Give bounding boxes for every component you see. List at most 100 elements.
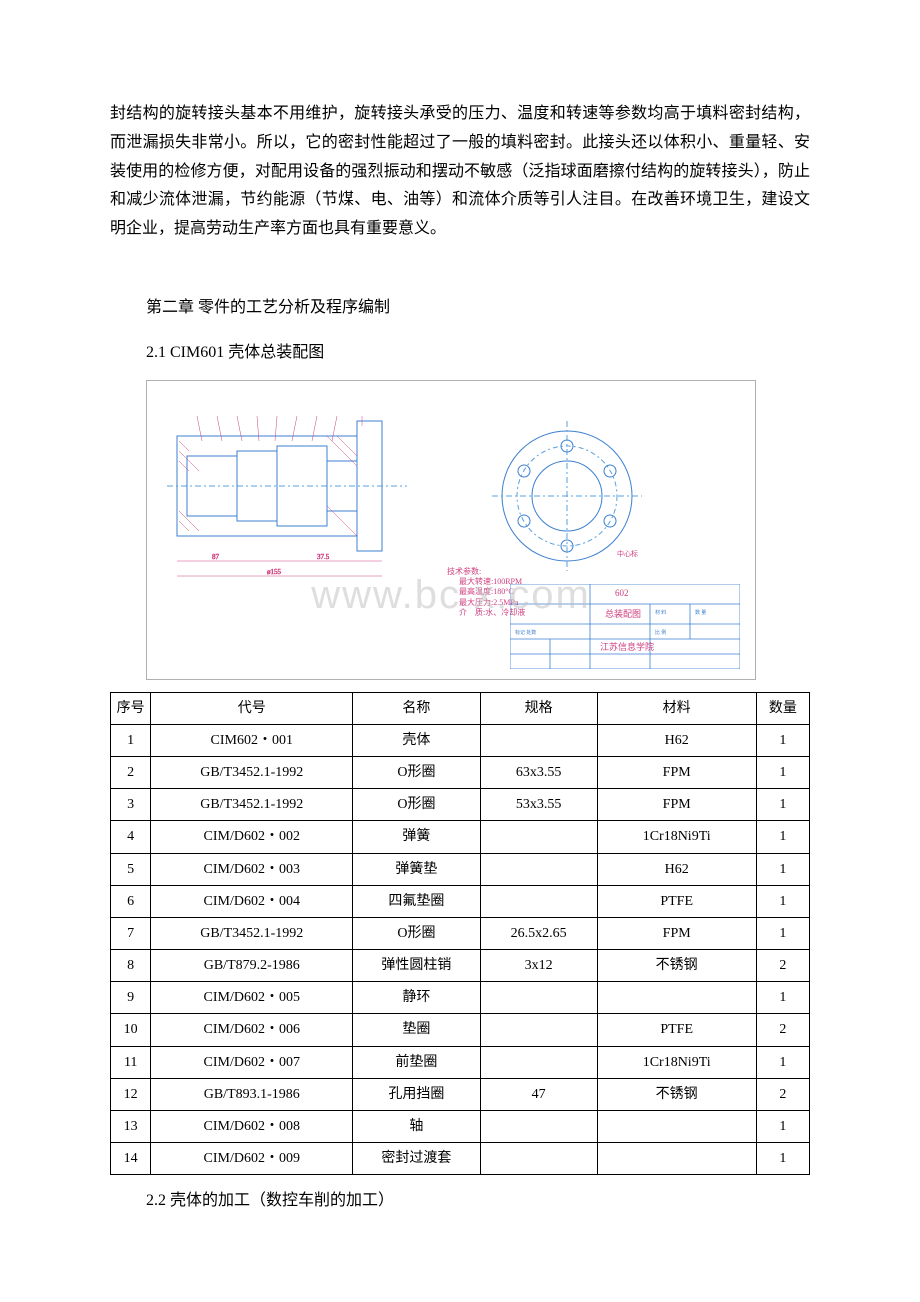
cell-code: GB/T893.1-1986 <box>151 1078 353 1110</box>
cell-qty: 1 <box>756 821 809 853</box>
header-name: 名称 <box>353 692 480 724</box>
table-row: 2GB/T3452.1-1992O形圈63x3.55FPM1 <box>111 756 810 788</box>
table-header-row: 序号 代号 名称 规格 材料 数量 <box>111 692 810 724</box>
cell-spec <box>480 982 597 1014</box>
cell-spec: 47 <box>480 1078 597 1110</box>
parts-list-table: 序号 代号 名称 规格 材料 数量 1CIM602・001壳体H6212GB/T… <box>110 692 810 1176</box>
cell-seq: 2 <box>111 756 151 788</box>
cell-code: CIM/D602・006 <box>151 1014 353 1046</box>
table-row: 1CIM602・001壳体H621 <box>111 724 810 756</box>
cell-material: FPM <box>597 917 756 949</box>
cell-name: 孔用挡圈 <box>353 1078 480 1110</box>
cell-spec <box>480 885 597 917</box>
cell-code: GB/T3452.1-1992 <box>151 756 353 788</box>
cell-code: CIM/D602・003 <box>151 853 353 885</box>
cell-spec <box>480 1111 597 1143</box>
cell-qty: 1 <box>756 789 809 821</box>
title-block: 602 总装配图 江苏信息学院 材 料 数 量 比 例 标记 处数 <box>510 584 740 669</box>
center-mark-label: 中心标 <box>617 549 638 558</box>
flange-view: 中心标 <box>477 416 657 576</box>
cell-material: PTFE <box>597 1014 756 1046</box>
cell-spec <box>480 724 597 756</box>
cell-spec: 63x3.55 <box>480 756 597 788</box>
cell-spec: 3x12 <box>480 950 597 982</box>
cell-material: 不锈钢 <box>597 950 756 982</box>
cell-seq: 7 <box>111 917 151 949</box>
cell-name: O形圈 <box>353 756 480 788</box>
cell-spec <box>480 1046 597 1078</box>
cell-name: 静环 <box>353 982 480 1014</box>
table-row: 4CIM/D602・002弹簧1Cr18Ni9Ti1 <box>111 821 810 853</box>
header-material: 材料 <box>597 692 756 724</box>
paragraph-text: 封结构的旋转接头基本不用维护，旋转接头承受的压力、温度和转速等参数均高于填料密封… <box>110 105 810 237</box>
cell-code: CIM602・001 <box>151 724 353 756</box>
cell-code: CIM/D602・002 <box>151 821 353 853</box>
cell-spec <box>480 1014 597 1046</box>
cell-seq: 6 <box>111 885 151 917</box>
section-drawing: 87 37.5 ø155 <box>167 406 427 586</box>
cell-qty: 1 <box>756 885 809 917</box>
cell-name: O形圈 <box>353 917 480 949</box>
subsection-2-1-title: 2.1 CIM601 壳体总装配图 <box>146 339 810 368</box>
header-seq: 序号 <box>111 692 151 724</box>
cell-material: PTFE <box>597 885 756 917</box>
cell-qty: 1 <box>756 1046 809 1078</box>
assembly-diagram: 87 37.5 ø155 中心标 技术参数: <box>146 380 756 680</box>
cell-code: CIM/D602・008 <box>151 1111 353 1143</box>
cell-material: 1Cr18Ni9Ti <box>597 1046 756 1078</box>
cell-code: GB/T3452.1-1992 <box>151 917 353 949</box>
cell-qty: 1 <box>756 756 809 788</box>
cell-seq: 1 <box>111 724 151 756</box>
cell-seq: 14 <box>111 1143 151 1175</box>
cell-code: CIM/D602・005 <box>151 982 353 1014</box>
svg-text:标记 处数: 标记 处数 <box>515 629 536 636</box>
cell-seq: 13 <box>111 1111 151 1143</box>
cell-name: 弹簧垫 <box>353 853 480 885</box>
tech-params-title: 技术参数: <box>447 567 525 577</box>
svg-text:ø155: ø155 <box>267 568 282 576</box>
cell-seq: 11 <box>111 1046 151 1078</box>
cell-code: CIM/D602・009 <box>151 1143 353 1175</box>
svg-text:材 料: 材 料 <box>655 609 666 616</box>
cell-seq: 4 <box>111 821 151 853</box>
drawing-title: 总装配图 <box>605 608 641 619</box>
header-qty: 数量 <box>756 692 809 724</box>
table-row: 14CIM/D602・009密封过渡套1 <box>111 1143 810 1175</box>
cell-spec: 26.5x2.65 <box>480 917 597 949</box>
svg-text:87: 87 <box>212 553 220 561</box>
header-code: 代号 <box>151 692 353 724</box>
table-row: 6CIM/D602・004四氟垫圈PTFE1 <box>111 885 810 917</box>
cell-material <box>597 982 756 1014</box>
cell-spec: 53x3.55 <box>480 789 597 821</box>
chapter-title: 第二章 零件的工艺分析及程序编制 <box>146 294 810 323</box>
cell-qty: 2 <box>756 950 809 982</box>
cell-material <box>597 1143 756 1175</box>
cell-spec <box>480 1143 597 1175</box>
table-row: 9CIM/D602・005静环1 <box>111 982 810 1014</box>
cell-seq: 9 <box>111 982 151 1014</box>
svg-text:数 量: 数 量 <box>695 609 706 616</box>
cell-material: H62 <box>597 853 756 885</box>
table-row: 3GB/T3452.1-1992O形圈53x3.55FPM1 <box>111 789 810 821</box>
cell-seq: 10 <box>111 1014 151 1046</box>
cell-qty: 1 <box>756 917 809 949</box>
cell-name: 轴 <box>353 1111 480 1143</box>
cell-material: 不锈钢 <box>597 1078 756 1110</box>
table-row: 11CIM/D602・007前垫圈1Cr18Ni9Ti1 <box>111 1046 810 1078</box>
cell-material: 1Cr18Ni9Ti <box>597 821 756 853</box>
cell-material <box>597 1111 756 1143</box>
cell-qty: 1 <box>756 724 809 756</box>
cell-seq: 3 <box>111 789 151 821</box>
cell-name: 垫圈 <box>353 1014 480 1046</box>
table-row: 8GB/T879.2-1986弹性圆柱销3x12不锈钢2 <box>111 950 810 982</box>
table-row: 7GB/T3452.1-1992O形圈26.5x2.65FPM1 <box>111 917 810 949</box>
cell-qty: 2 <box>756 1078 809 1110</box>
cell-material: FPM <box>597 789 756 821</box>
cell-qty: 1 <box>756 1111 809 1143</box>
header-spec: 规格 <box>480 692 597 724</box>
cell-spec <box>480 853 597 885</box>
cell-qty: 1 <box>756 853 809 885</box>
cell-name: 壳体 <box>353 724 480 756</box>
cell-material: FPM <box>597 756 756 788</box>
intro-paragraph: 封结构的旋转接头基本不用维护，旋转接头承受的压力、温度和转速等参数均高于填料密封… <box>110 100 810 244</box>
